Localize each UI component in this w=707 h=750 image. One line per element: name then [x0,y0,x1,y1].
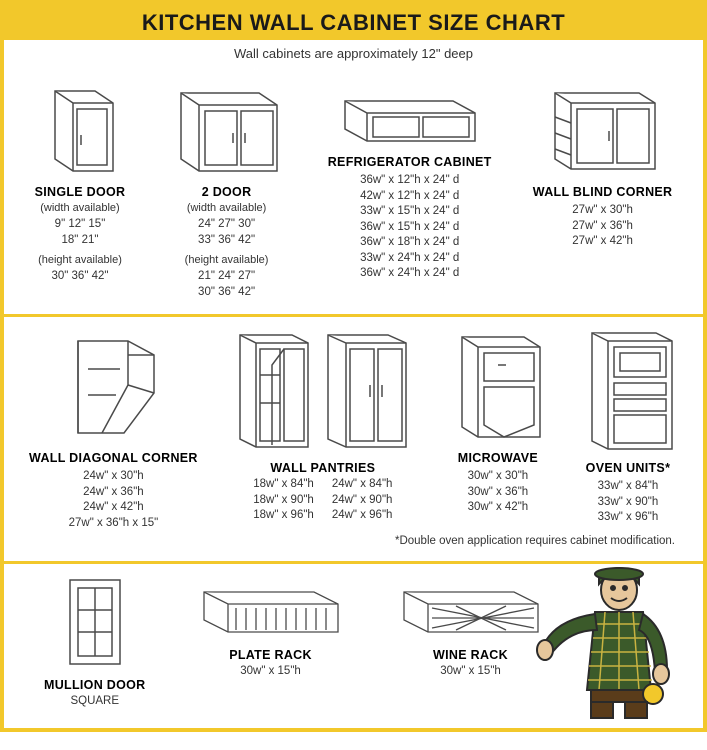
cell-diagonal-corner: WALL DIAGONAL CORNER 24w" x 30"h 24w" x … [29,325,198,531]
cell-wall-pantries: WALL PANTRIES 18w" x 84"h 18w" x 90"h 18… [228,325,418,524]
oven-units-icon [578,325,678,455]
plate-rack-icon [196,572,346,642]
wall-blind-corner-icon [543,79,663,179]
row-2: WALL DIAGONAL CORNER 24w" x 30"h 24w" x … [4,317,703,564]
mascot-icon [535,550,685,720]
wall-diagonal-corner-icon [58,325,168,445]
label-blind-corner: WALL BLIND CORNER [533,185,673,199]
cell-refrigerator: REFRIGERATOR CABINET 36w" x 12"h x 24" d… [328,79,492,282]
single-door-icon [35,79,125,179]
wine-rack-icon [396,572,546,642]
refrigerator-cabinet-icon [335,79,485,149]
label-microwave: MICROWAVE [458,451,538,465]
wall-pantries-icon [228,325,418,455]
label-diagonal-corner: WALL DIAGONAL CORNER [29,451,198,465]
label-refrigerator: REFRIGERATOR CABINET [328,155,492,169]
cell-wine-rack: WINE RACK 30w" x 15"h [396,572,546,680]
cell-microwave: MICROWAVE 30w" x 30"h 30w" x 36"h 30w" x… [448,325,548,516]
label-2-door: 2 DOOR [202,185,252,199]
label-mullion-door: MULLION DOOR [44,678,146,692]
label-single-door: SINGLE DOOR [35,185,126,199]
cell-oven-units: OVEN UNITS* 33w" x 84"h 33w" x 90"h 33w"… [578,325,678,526]
cell-blind-corner: WALL BLIND CORNER 27w" x 30"h 27w" x 36"… [533,79,673,250]
two-door-icon [167,79,287,179]
cell-mullion-door: MULLION DOOR SQUARE [44,572,146,710]
label-oven-units: OVEN UNITS* [586,461,671,475]
oven-footnote: *Double oven application requires cabine… [14,531,693,547]
chart-subtitle: Wall cabinets are approximately 12" deep [4,40,703,71]
cell-plate-rack: PLATE RACK 30w" x 15"h [196,572,346,680]
label-wine-rack: WINE RACK [433,648,508,662]
cell-single-door: SINGLE DOOR (width available) 9" 12" 15"… [35,79,126,285]
chart-title: KITCHEN WALL CABINET SIZE CHART [4,4,703,40]
cell-2-door: 2 DOOR (width available) 24" 27" 30" 33"… [167,79,287,300]
size-chart: KITCHEN WALL CABINET SIZE CHART Wall cab… [0,0,707,732]
label-wall-pantries: WALL PANTRIES [270,461,375,475]
row-3: MULLION DOOR SQUARE PLATE RACK 30w" x 15… [4,564,703,728]
mullion-door-icon [60,572,130,672]
microwave-icon [448,325,548,445]
row-1: SINGLE DOOR (width available) 9" 12" 15"… [4,71,703,317]
label-plate-rack: PLATE RACK [229,648,312,662]
